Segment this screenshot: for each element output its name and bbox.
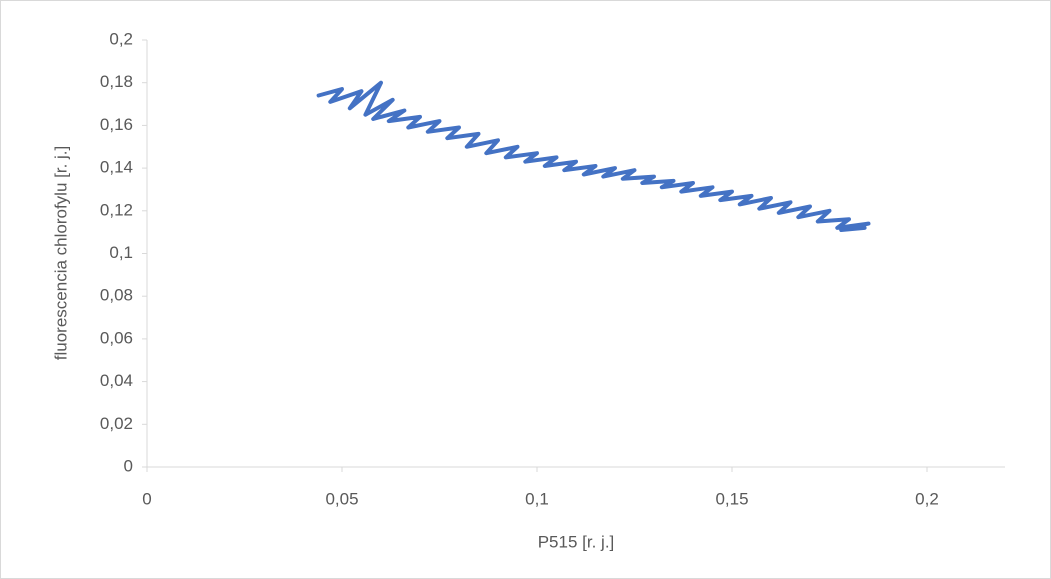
y-tick-label: 0,02: [100, 414, 133, 433]
y-tick-label: 0,16: [100, 115, 133, 134]
y-tick-label: 0,14: [100, 158, 133, 177]
y-tick-label: 0,2: [109, 29, 133, 48]
y-tick-label: 0,12: [100, 200, 133, 219]
y-tick-label: 0,06: [100, 328, 133, 347]
y-tick-label: 0: [124, 456, 133, 475]
x-tick-label: 0,15: [715, 489, 748, 508]
y-tick-label: 0,1: [109, 243, 133, 262]
data-line: [316, 80, 871, 232]
x-tick-label: 0,1: [525, 489, 549, 508]
x-tick-label: 0,05: [325, 489, 358, 508]
y-axis-label: fluorescencia chlorofylu [r. j.]: [51, 146, 70, 360]
y-tick-label: 0,04: [100, 371, 133, 390]
x-tick-label: 0,2: [915, 489, 939, 508]
y-tick-label: 0,18: [100, 72, 133, 91]
y-tick-label: 0,08: [100, 286, 133, 305]
x-axis-label: P515 [r. j.]: [538, 532, 615, 551]
x-tick-label: 0: [142, 489, 151, 508]
